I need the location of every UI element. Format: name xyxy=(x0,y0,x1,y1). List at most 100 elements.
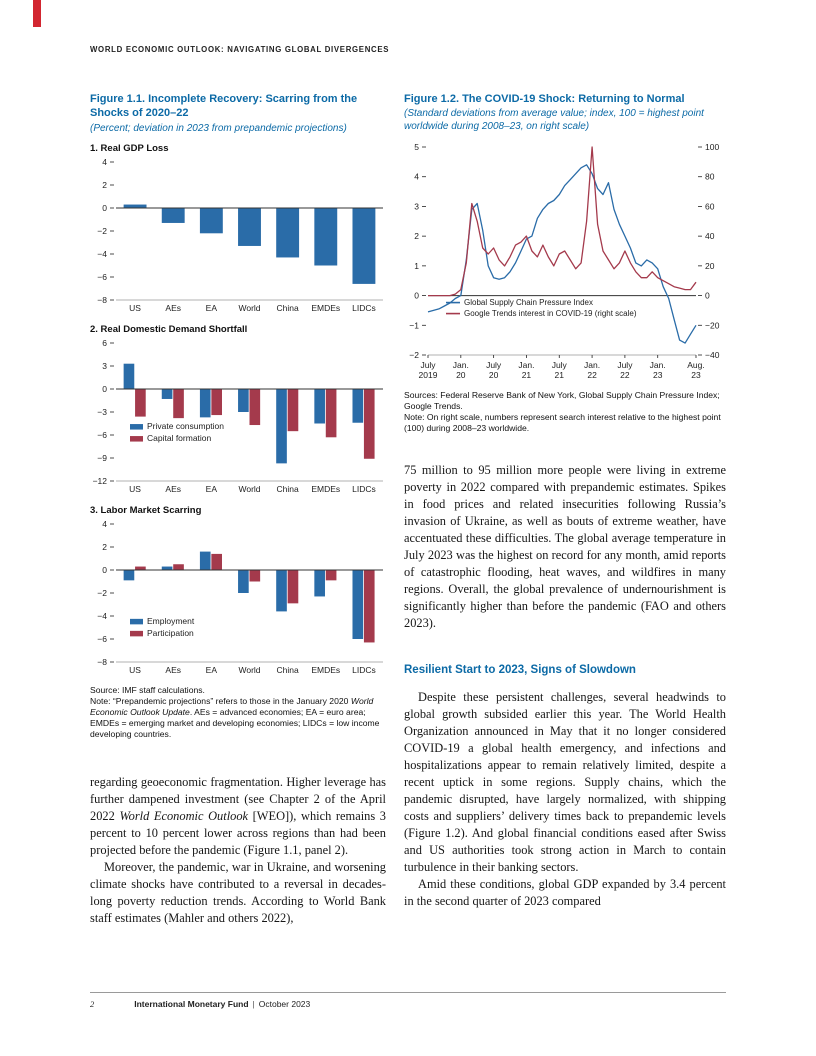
figure1-panel2: 2. Real Domestic Demand Shortfall 6 3 0 −3 −… xyxy=(90,324,386,495)
svg-text:Employment: Employment xyxy=(147,615,195,625)
svg-text:AEs: AEs xyxy=(165,303,181,313)
body-paragraph: Moreover, the pandemic, war in Ukraine, … xyxy=(90,859,386,925)
svg-text:LIDCs: LIDCs xyxy=(352,665,376,675)
svg-text:22: 22 xyxy=(587,370,597,380)
svg-text:World: World xyxy=(238,665,260,675)
svg-text:60: 60 xyxy=(705,202,715,212)
svg-text:July: July xyxy=(420,360,436,370)
svg-text:Participation: Participation xyxy=(147,627,194,637)
labor-market-scarring-chart: 4 2 0 −2 −4 −6 −8 US AEs EA World China EMDEs LIDCs Em… xyxy=(97,519,383,675)
svg-text:Private consumption: Private consumption xyxy=(147,421,224,431)
svg-text:China: China xyxy=(277,303,299,313)
figure1-source: Source: IMF staff calculations. xyxy=(90,684,205,695)
svg-text:20: 20 xyxy=(489,370,499,380)
footer-rule xyxy=(90,992,726,993)
publication-date: October 2023 xyxy=(258,999,311,1009)
svg-text:July: July xyxy=(617,360,633,370)
figure1-panel3: 3. Labor Market Scarring 4 2 0 −2 −4 −6 −8 US AE… xyxy=(90,505,386,676)
page-number: 2 xyxy=(90,999,95,1009)
svg-text:21: 21 xyxy=(555,370,565,380)
svg-text:July: July xyxy=(486,360,502,370)
panel1-title: 1. Real GDP Loss xyxy=(90,142,169,154)
svg-text:−4: −4 xyxy=(97,249,107,259)
figure1-subtitle: (Percent; deviation in 2023 from prepand… xyxy=(90,122,347,134)
svg-text:−2: −2 xyxy=(97,226,107,236)
svg-text:−40: −40 xyxy=(705,350,720,360)
svg-text:2: 2 xyxy=(102,542,107,552)
svg-text:Jan.: Jan. xyxy=(650,360,666,370)
svg-text:−9: −9 xyxy=(97,453,107,463)
body-paragraph: Despite these persistent challenges, sev… xyxy=(404,690,726,875)
svg-text:−4: −4 xyxy=(97,611,107,621)
svg-text:3: 3 xyxy=(414,202,419,212)
figure2-note: Note: On right scale, numbers represent … xyxy=(404,412,721,434)
svg-text:3: 3 xyxy=(102,361,107,371)
svg-text:23: 23 xyxy=(691,370,701,380)
chapter-tab-marker xyxy=(33,0,41,27)
real-gdp-loss-chart: 4 2 0 −2 −4 −6 −8 US AEs EA World China EMDEs LIDCs xyxy=(97,157,383,313)
svg-text:EMDEs: EMDEs xyxy=(311,303,340,313)
svg-text:Jan.: Jan. xyxy=(453,360,469,370)
svg-text:40: 40 xyxy=(705,231,715,241)
svg-text:EA: EA xyxy=(206,303,218,313)
figure1-notes: Source: IMF staff calculations. Note: “P… xyxy=(90,685,386,740)
svg-text:−12: −12 xyxy=(93,476,108,486)
svg-text:−1: −1 xyxy=(409,321,419,331)
svg-text:6: 6 xyxy=(102,338,107,348)
svg-text:−2: −2 xyxy=(409,350,419,360)
running-header: WORLD ECONOMIC OUTLOOK: NAVIGATING GLOBA… xyxy=(90,45,390,54)
svg-text:−8: −8 xyxy=(97,295,107,305)
covid-shock-line-chart: 543210−1−2100806040200−20−40July2019Jan.… xyxy=(409,142,720,380)
svg-text:4: 4 xyxy=(102,519,107,529)
svg-text:−2: −2 xyxy=(97,588,107,598)
svg-text:LIDCs: LIDCs xyxy=(352,303,376,313)
svg-text:AEs: AEs xyxy=(165,484,181,494)
body-paragraph: regarding geoeconomic fragmentation. Hig… xyxy=(90,774,386,857)
svg-text:Google Trends interest in COVI: Google Trends interest in COVID-19 (righ… xyxy=(464,309,637,318)
panel3-title: 3. Labor Market Scarring xyxy=(90,504,202,516)
svg-text:0: 0 xyxy=(705,291,710,301)
svg-text:July: July xyxy=(552,360,568,370)
svg-text:China: China xyxy=(277,484,299,494)
svg-text:80: 80 xyxy=(705,172,715,182)
svg-text:−8: −8 xyxy=(97,657,107,667)
svg-text:Aug.: Aug. xyxy=(687,360,705,370)
svg-text:EMDEs: EMDEs xyxy=(311,665,340,675)
figure1-title: Figure 1.1. Incomplete Recovery: Scarrin… xyxy=(90,93,358,120)
svg-text:4: 4 xyxy=(102,157,107,167)
svg-text:Jan.: Jan. xyxy=(584,360,600,370)
svg-text:China: China xyxy=(277,665,299,675)
svg-text:−6: −6 xyxy=(97,634,107,644)
body-paragraph: 75 million to 95 million more people wer… xyxy=(404,463,726,631)
svg-text:Capital formation: Capital formation xyxy=(147,433,212,443)
svg-text:LIDCs: LIDCs xyxy=(352,484,376,494)
right-column: Figure 1.2. The COVID-19 Shock: Returnin… xyxy=(404,92,726,927)
svg-text:EA: EA xyxy=(206,665,218,675)
figure2-subtitle: (Standard deviations from average value;… xyxy=(404,108,704,133)
svg-text:−6: −6 xyxy=(97,430,107,440)
figure2-title: Figure 1.2. The COVID-19 Shock: Returnin… xyxy=(404,93,685,105)
svg-text:World: World xyxy=(238,303,260,313)
footer: 2 International Monetary Fund | October 202… xyxy=(90,999,310,1009)
figure2-sources: Sources: Federal Reserve Bank of New Yor… xyxy=(404,390,720,412)
svg-text:4: 4 xyxy=(414,172,419,182)
svg-text:2019: 2019 xyxy=(419,370,438,380)
svg-text:EMDEs: EMDEs xyxy=(311,484,340,494)
svg-text:0: 0 xyxy=(414,291,419,301)
footer-separator: | xyxy=(252,999,255,1009)
left-column: Figure 1.1. Incomplete Recovery: Scarrin… xyxy=(90,92,386,927)
body-paragraph: Amid these conditions, global GDP expand… xyxy=(404,877,726,909)
publisher-name: International Monetary Fund xyxy=(134,999,249,1009)
svg-text:23: 23 xyxy=(653,370,663,380)
domestic-demand-shortfall-chart: 6 3 0 −3 −6 −9 −12 US AEs EA World China EMDEs LIDCs P… xyxy=(93,338,383,494)
right-body-text: 75 million to 95 million more people wer… xyxy=(404,462,726,910)
svg-text:1: 1 xyxy=(414,261,419,271)
svg-text:−3: −3 xyxy=(97,407,107,417)
panel2-title: 2. Real Domestic Demand Shortfall xyxy=(90,323,248,335)
content-columns: Figure 1.1. Incomplete Recovery: Scarrin… xyxy=(90,92,726,927)
svg-text:World: World xyxy=(238,484,260,494)
svg-text:Global Supply Chain Pressure I: Global Supply Chain Pressure Index xyxy=(464,298,593,307)
svg-text:Jan.: Jan. xyxy=(518,360,534,370)
svg-text:0: 0 xyxy=(102,384,107,394)
svg-text:21: 21 xyxy=(522,370,532,380)
